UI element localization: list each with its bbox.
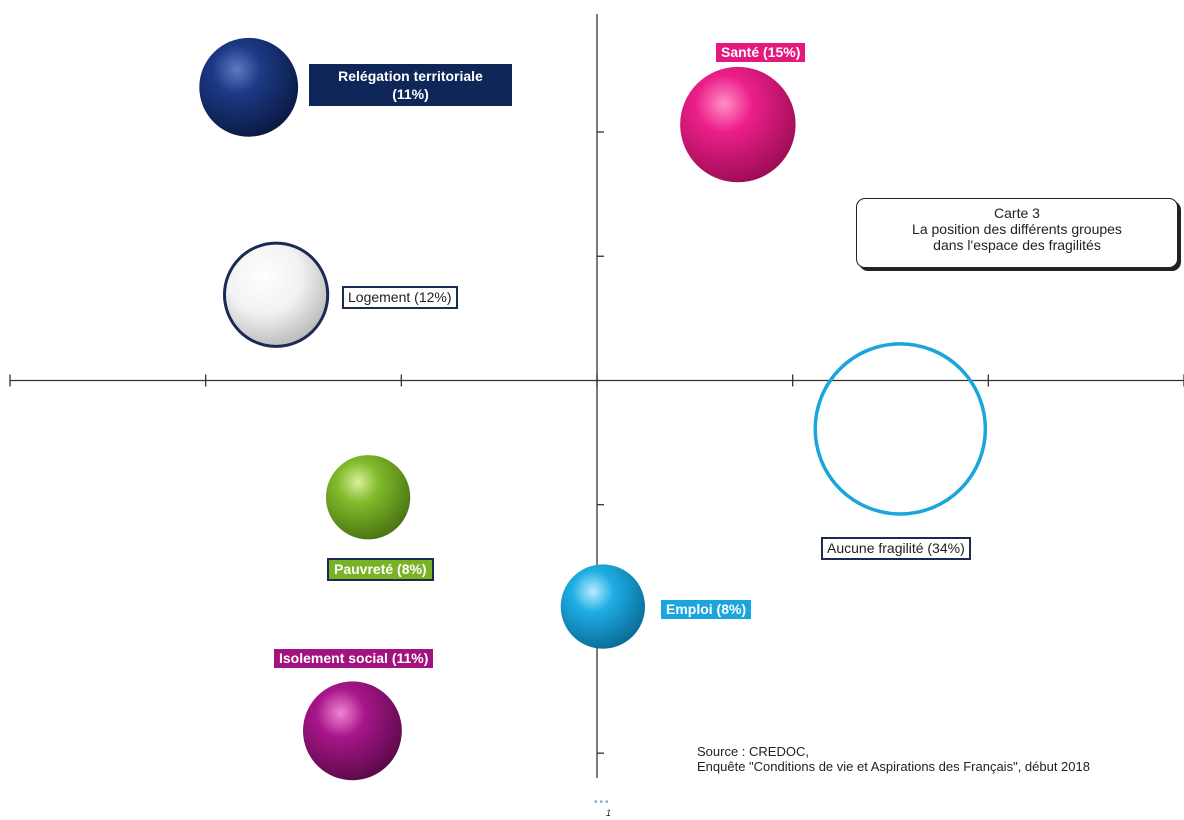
page-number: 1 — [606, 808, 612, 818]
source-note: Source : CREDOC, Enquête "Conditions de … — [697, 744, 1090, 774]
bubble-relegation-territoriale — [199, 37, 299, 137]
bubble-isolement-social — [302, 681, 402, 781]
page-dots-icon: ••• — [594, 797, 611, 808]
bubble-sante — [680, 66, 796, 183]
bubble-logement — [222, 241, 330, 348]
source-line-2: Enquête "Conditions de vie et Aspiration… — [697, 759, 1090, 774]
bubbles — [199, 37, 988, 781]
label-relegation-line2: (11%) — [392, 86, 429, 102]
label-emploi: Emploi (8%) — [661, 600, 752, 619]
label-relegation-territoriale: Relégation territoriale (11%) — [309, 64, 512, 106]
bubble-emploi — [560, 564, 646, 649]
label-aucune-fragilite: Aucune fragilité (34%) — [821, 537, 971, 560]
title-line-2: La position des différents groupes — [912, 221, 1122, 237]
label-isolement-social: Isolement social (11%) — [274, 649, 434, 668]
label-sante: Santé (15%) — [716, 43, 806, 62]
title-line-1: Carte 3 — [994, 205, 1040, 221]
title-line-3: dans l'espace des fragilités — [933, 237, 1101, 253]
label-relegation-line1: Relégation territoriale — [338, 68, 483, 84]
bubble-aucune-fragilite — [813, 342, 988, 516]
label-logement: Logement (12%) — [342, 286, 458, 309]
chart-title-box: Carte 3 La position des différents group… — [856, 198, 1178, 268]
bubble-pauvrete — [325, 455, 411, 540]
label-pauvrete: Pauvreté (8%) — [327, 558, 434, 581]
source-line-1: Source : CREDOC, — [697, 744, 809, 759]
axes — [9, 14, 1184, 778]
